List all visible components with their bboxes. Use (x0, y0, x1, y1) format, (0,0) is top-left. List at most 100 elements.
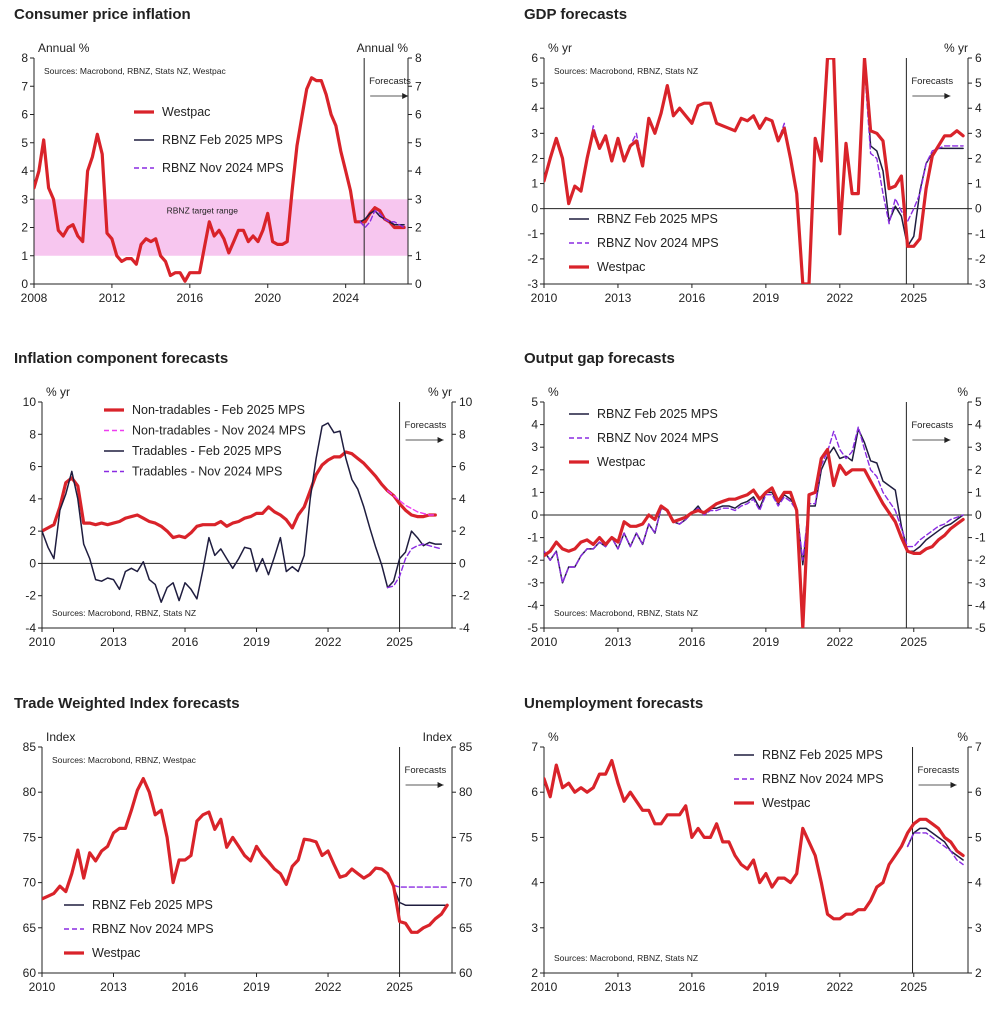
y-axis-label-right: Annual % (357, 41, 409, 55)
y-tick-label-right: 3 (975, 126, 982, 140)
unemployment-chart-panel: Unemployment forecasts 2 2 3 3 4 4 5 5 6 6 7 7 2010 2… (524, 695, 1002, 1025)
cpi-chart-panel: Consumer price inflation RBNZ target ran… (14, 6, 494, 336)
y-tick-label-right: 2 (975, 966, 982, 980)
y-tick-label-left: -3 (527, 576, 538, 590)
y-tick-label-right: 1 (975, 177, 982, 191)
y-tick-label-right: 2 (975, 151, 982, 165)
series-line (359, 209, 405, 229)
forecast-label: Forecasts (911, 76, 953, 87)
y-axis-label-left: % (548, 730, 559, 744)
source-note: Sources: Macrobond, RBNZ, Stats NZ (554, 608, 698, 618)
chart-title: GDP forecasts (524, 6, 628, 23)
output-gap-chart-panel: Output gap forecasts -5 -5 -4 -4 -3 -3 -2 -2 -1-… (524, 350, 1002, 680)
legend-label: RBNZ Feb 2025 MPS (92, 898, 213, 912)
x-tick-label: 2016 (679, 291, 706, 305)
y-tick-label-left: 5 (531, 830, 538, 844)
y-tick-label-right: 75 (459, 830, 473, 844)
forecast-arrow-head (950, 782, 957, 788)
y-tick-label-right: 60 (459, 966, 473, 980)
y-tick-label-left: 4 (531, 876, 538, 890)
x-tick-label: 2016 (172, 635, 199, 649)
y-tick-label-right: 3 (975, 921, 982, 935)
chart-title: Consumer price inflation (14, 6, 191, 23)
chart-title: Inflation component forecasts (14, 350, 229, 367)
series-group (42, 422, 443, 603)
y-tick-label-right: -2 (975, 553, 986, 567)
y-tick-label-left: 0 (531, 202, 538, 216)
y-tick-label-left: -1 (527, 531, 538, 545)
y-tick-label-left: 4 (531, 101, 538, 115)
y-tick-label-right: 0 (975, 202, 982, 216)
legend-label: Westpac (162, 105, 210, 119)
series-group (42, 777, 449, 934)
y-tick-label-right: 70 (459, 876, 473, 890)
y-tick-label-left: 4 (21, 164, 28, 178)
y-tick-label-right: -3 (975, 576, 986, 590)
series-line (544, 58, 964, 284)
y-tick-label-left: 70 (23, 876, 37, 890)
y-tick-label-left: 3 (21, 192, 28, 206)
x-tick-label: 2012 (99, 291, 126, 305)
inflation-components-chart-panel: Inflation component forecasts -4 -4 -2 -2 0 0… (14, 350, 494, 680)
series-line (359, 209, 405, 226)
legend-label: RBNZ Feb 2025 MPS (762, 748, 883, 762)
source-note: Sources: Macrobond, RBNZ, Stats NZ (554, 66, 698, 76)
y-tick-label-right: 10 (459, 395, 473, 409)
legend-label: RBNZ Nov 2024 MPS (92, 922, 214, 936)
y-tick-label-left: 7 (21, 79, 28, 93)
forecast-arrow-head (944, 93, 951, 99)
y-tick-label-left: 1 (21, 249, 28, 263)
forecast-label: Forecasts (405, 420, 447, 431)
x-tick-label: 2016 (172, 980, 199, 994)
y-tick-label-right: 8 (415, 51, 422, 65)
y-tick-label-right: 2 (415, 221, 422, 235)
x-tick-label: 2013 (100, 980, 127, 994)
x-tick-label: 2025 (900, 980, 927, 994)
y-tick-label-right: -1 (975, 531, 986, 545)
chart-title: Trade Weighted Index forecasts (14, 695, 240, 712)
x-tick-label: 2025 (900, 291, 927, 305)
x-tick-label: 2013 (605, 635, 632, 649)
y-tick-label-left: 8 (21, 51, 28, 65)
forecast-arrow-head (437, 437, 444, 443)
x-tick-label: 2022 (315, 980, 342, 994)
y-axis-label-right: % (957, 385, 968, 399)
forecast-label: Forecasts (911, 420, 953, 431)
y-tick-label-left: 6 (29, 460, 36, 474)
legend-label: Tradables - Nov 2024 MPS (132, 465, 282, 479)
unemployment-chart: 2 2 3 3 4 4 5 5 6 6 7 7 2010 2013 2016 2019 2022 2025% % Fo… (531, 730, 982, 994)
x-tick-label: 2019 (243, 980, 270, 994)
x-tick-label: 2019 (753, 635, 780, 649)
x-tick-label: 2022 (826, 980, 853, 994)
series-line (544, 58, 964, 284)
legend-label: RBNZ Feb 2025 MPS (597, 212, 718, 226)
y-tick-label-right: -3 (975, 277, 986, 291)
series-line (42, 777, 449, 934)
legend-label: Tradables - Feb 2025 MPS (132, 444, 282, 458)
x-tick-label: 2022 (315, 635, 342, 649)
source-note: Sources: Macrobond, RBNZ, Stats NZ (554, 953, 698, 963)
series-group (34, 76, 406, 283)
y-tick-label-right: -2 (459, 589, 470, 603)
output-gap-chart: -5 -5 -4 -4 -3 -3 -2 -2 -1 -1 0 0 1 1 2 2 3 3 4 4 5 5 2010 2013… (527, 385, 986, 649)
x-tick-label: 2025 (900, 635, 927, 649)
series-line (386, 490, 436, 516)
forecast-label: Forecasts (405, 765, 447, 776)
y-tick-label-left: 2 (531, 463, 538, 477)
y-tick-label-right: 0 (459, 556, 466, 570)
y-tick-label-left: 60 (23, 966, 37, 980)
x-tick-label: 2025 (386, 635, 413, 649)
y-tick-label-left: -4 (527, 598, 538, 612)
y-tick-label-right: 4 (975, 876, 982, 890)
y-tick-label-right: 6 (975, 785, 982, 799)
y-tick-label-right: -1 (975, 227, 986, 241)
x-tick-label: 2010 (29, 635, 56, 649)
source-note: Sources: Macrobond, RBNZ, Stats NZ (52, 608, 196, 618)
series-group (544, 58, 965, 284)
x-tick-label: 2010 (29, 980, 56, 994)
y-tick-label-left: 0 (531, 508, 538, 522)
legend-label: Westpac (92, 946, 140, 960)
legend-label: Westpac (597, 455, 645, 469)
twi-chart: 60 60 65 65 70 70 75 75 80 80 85 85 2010 2013 2016 2019… (23, 730, 473, 994)
y-tick-label-left: 2 (21, 221, 28, 235)
